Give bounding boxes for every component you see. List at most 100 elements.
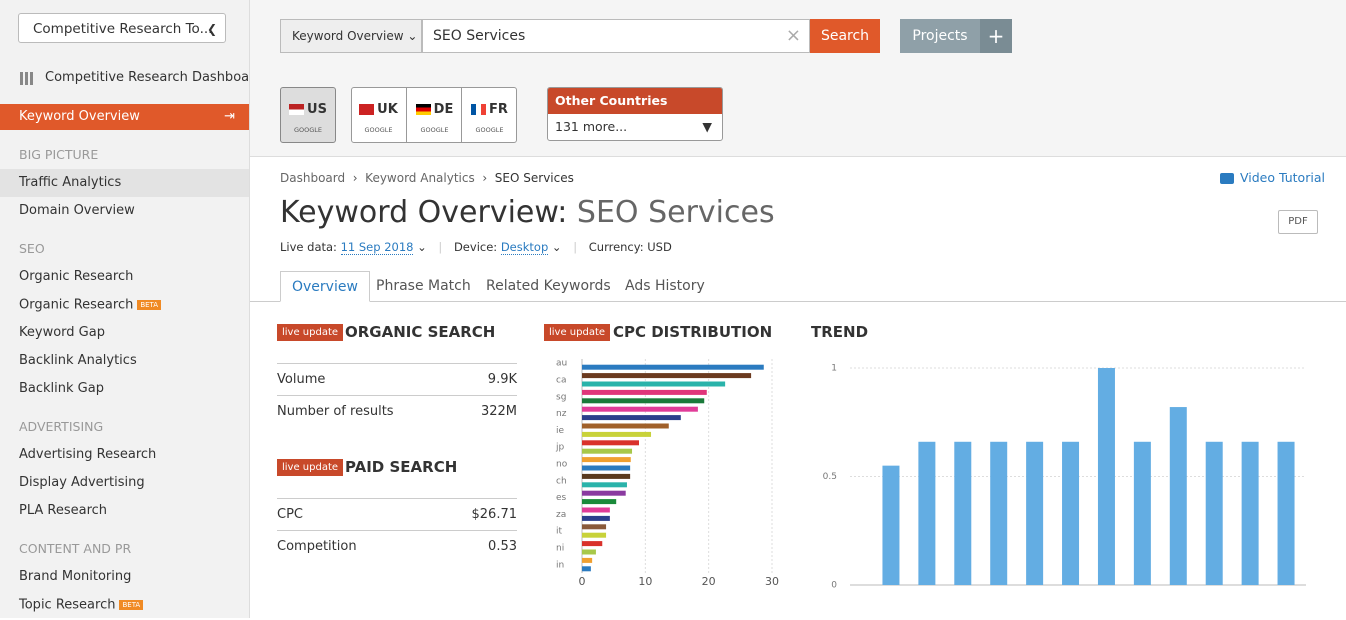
bar	[582, 373, 752, 379]
bar	[954, 441, 972, 585]
bar	[582, 499, 617, 505]
metric-label: Volume	[277, 372, 326, 387]
bar	[1097, 368, 1115, 585]
item-label: Backlink Analytics	[19, 353, 137, 368]
device-value[interactable]: Desktop	[500, 240, 549, 255]
sidebar-item[interactable]: Advertising Research	[0, 441, 249, 469]
beta-badge: BETA	[137, 300, 162, 310]
y-tick-label: sg	[556, 392, 566, 402]
sidebar-item[interactable]: PLA Research	[0, 497, 249, 525]
x-tick-label: 0	[579, 575, 586, 588]
y-tick-label: au	[556, 359, 567, 369]
search-input[interactable]: SEO Services ×	[422, 19, 810, 53]
tab[interactable]: Ads History	[625, 278, 705, 294]
sidebar-item[interactable]: Domain Overview	[0, 197, 249, 225]
bar	[582, 515, 610, 521]
x-tick-label: 30	[765, 575, 779, 588]
search-button[interactable]: Search	[810, 19, 880, 53]
metric-row: Number of results 322M	[277, 395, 517, 428]
bar	[582, 549, 596, 555]
tab[interactable]: Related Keywords	[486, 278, 611, 294]
y-tick-label: ca	[556, 376, 566, 386]
projects-button[interactable]: Projects	[900, 19, 980, 53]
crumb-sep: ›	[474, 171, 495, 185]
dashboard-link[interactable]: Competitive Research Dashboard	[45, 70, 263, 85]
item-label: PLA Research	[19, 503, 108, 518]
search-query: SEO Services	[433, 28, 526, 44]
bar	[582, 482, 627, 488]
country-button[interactable]: UK GOOGLE	[351, 87, 406, 143]
country-button[interactable]: US GOOGLE	[280, 87, 336, 143]
bar	[1241, 441, 1259, 585]
other-countries-more: 131 more...	[555, 119, 628, 134]
sidebar-item[interactable]: Organic Research BETA	[0, 291, 249, 319]
bar	[582, 440, 639, 446]
bar	[582, 381, 726, 387]
item-label: Domain Overview	[19, 203, 135, 218]
live-label: Live data:	[280, 240, 337, 254]
item-label: Backlink Gap	[19, 381, 104, 396]
video-tutorial[interactable]: Video Tutorial	[1220, 170, 1325, 185]
crumb: Keyword Analytics	[365, 171, 475, 185]
bar	[582, 490, 626, 496]
other-countries[interactable]: Other Countries 131 more... ▼	[547, 87, 723, 141]
country-button[interactable]: DE GOOGLE	[406, 87, 462, 143]
engine-wrap: GOOGLE	[462, 117, 517, 136]
metric-value: 9.9K	[487, 372, 517, 387]
bar	[582, 406, 698, 412]
tool-select[interactable]: Competitive Research To... ❮	[18, 13, 226, 43]
metric-value: $26.71	[471, 507, 518, 522]
section-heading: CONTENT AND PR	[19, 541, 132, 556]
sidebar-item[interactable]: Topic Research BETA	[0, 591, 249, 619]
bar	[1133, 441, 1151, 585]
sidebar-item[interactable]: Backlink Gap	[0, 375, 249, 403]
y-tick-label: ch	[556, 476, 567, 486]
bar	[1169, 407, 1187, 585]
country-code: UK	[377, 102, 398, 117]
metric-row: Competition 0.53	[277, 530, 517, 563]
engine-wrap: GOOGLE	[351, 117, 406, 136]
sidebar-item[interactable]: Keyword Gap	[0, 319, 249, 347]
flag	[359, 104, 375, 115]
section-heading: SEO	[19, 241, 45, 256]
sidebar-item[interactable]: Organic Research	[0, 263, 249, 291]
country-button[interactable]: FR GOOGLE	[461, 87, 517, 143]
sidebar-item[interactable]: Brand Monitoring	[0, 563, 249, 591]
y-tick-label: ni	[556, 544, 564, 554]
sidebar-item[interactable]: Display Advertising	[0, 469, 249, 497]
beta-badge: BETA	[119, 600, 144, 610]
bar	[582, 465, 631, 471]
search-mode[interactable]: Keyword Overview ⌄	[280, 19, 422, 53]
flag	[471, 104, 487, 115]
bar	[582, 423, 669, 429]
active-item[interactable]: Keyword Overview ⇥	[0, 104, 249, 130]
other-countries-title: Other Countries	[548, 88, 722, 114]
bar	[1062, 441, 1080, 585]
bar	[582, 473, 631, 479]
item-label: Brand Monitoring	[19, 569, 132, 584]
country-engine: GOOGLE	[364, 126, 393, 134]
tab[interactable]: Phrase Match	[376, 278, 471, 294]
projects-add[interactable]: +	[980, 19, 1012, 53]
chart-title: TREND	[811, 323, 869, 341]
sidebar-item[interactable]: Traffic Analytics	[0, 169, 249, 197]
item-label: Traffic Analytics	[19, 175, 122, 190]
country-engine: GOOGLE	[420, 126, 449, 134]
chart-title: CPC DISTRIBUTION	[613, 323, 773, 341]
bar	[1026, 441, 1044, 585]
pdf-button[interactable]: PDF	[1278, 210, 1318, 234]
device-label: Device:	[453, 240, 498, 254]
tab[interactable]: Overview	[280, 271, 370, 302]
section-title: ORGANIC SEARCH	[345, 323, 496, 341]
live-value[interactable]: 11 Sep 2018	[340, 240, 414, 255]
sidebar-item[interactable]: Backlink Analytics	[0, 347, 249, 375]
bar	[582, 532, 607, 538]
active-label: Keyword Overview	[19, 109, 140, 124]
section-heading: ADVERTISING	[19, 419, 104, 434]
country-code: FR	[489, 102, 508, 117]
crumb: SEO Services	[494, 171, 574, 185]
tool-select-label: Competitive Research To...	[33, 21, 213, 37]
bar	[582, 431, 652, 437]
title-keyword: SEO Services	[576, 195, 775, 230]
country-group	[351, 87, 517, 143]
